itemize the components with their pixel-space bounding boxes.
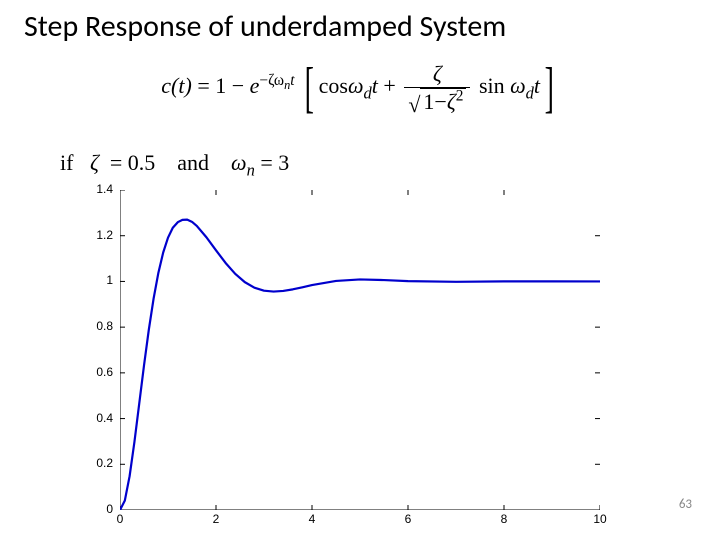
step-response-chart: 00.20.40.60.811.21.40246810 <box>75 190 615 530</box>
y-tick-label: 1.4 <box>73 182 113 196</box>
x-tick-label: 4 <box>297 512 327 526</box>
x-tick-label: 10 <box>585 512 615 526</box>
y-tick-label: 0.4 <box>73 411 113 425</box>
x-tick-label: 8 <box>489 512 519 526</box>
y-tick-label: 1 <box>73 273 113 287</box>
page-number: 63 <box>679 497 692 512</box>
x-tick-label: 6 <box>393 512 423 526</box>
y-tick-label: 0.8 <box>73 319 113 333</box>
equation-main: c(t) = 1 − e−ζωnt [cosωdt + ζ √1−ζ2 sin … <box>0 60 720 116</box>
y-tick-label: 0.2 <box>73 456 113 470</box>
y-tick-label: 0.6 <box>73 365 113 379</box>
y-tick-label: 1.2 <box>73 228 113 242</box>
chart-svg <box>120 190 600 510</box>
equation-condition: if ζ = 0.5 and ωn = 3 <box>60 150 289 180</box>
slide-title: Step Response of underdamped System <box>24 8 506 45</box>
x-tick-label: 2 <box>201 512 231 526</box>
x-tick-label: 0 <box>105 512 135 526</box>
